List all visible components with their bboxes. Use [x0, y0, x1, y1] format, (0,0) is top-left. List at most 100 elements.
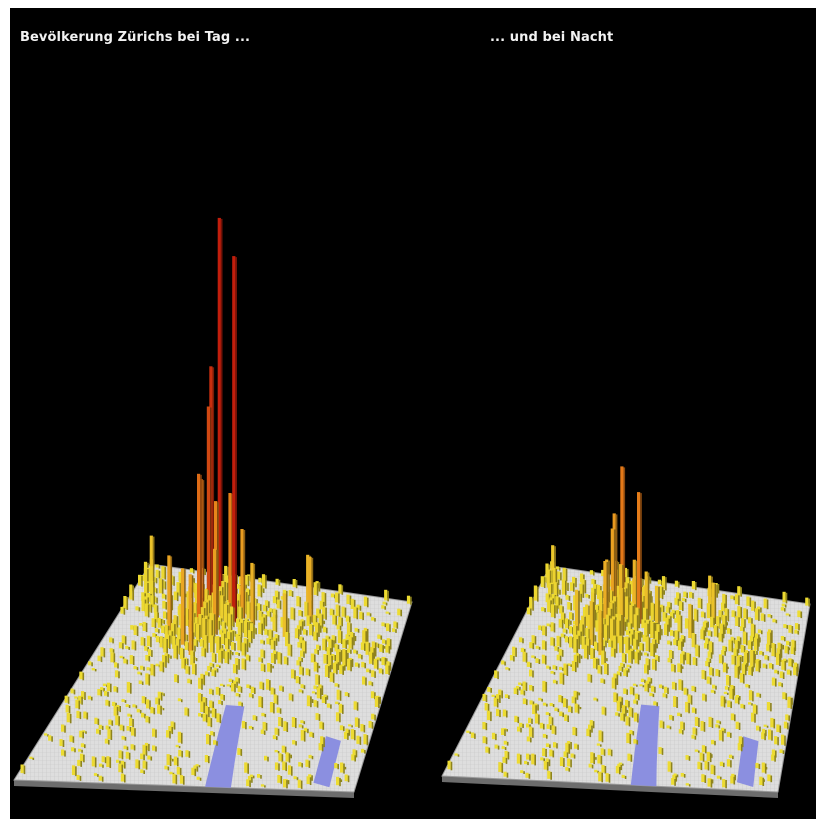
- population-bar: [718, 654, 723, 664]
- population-bar: [542, 680, 546, 692]
- population-bar-side: [318, 665, 321, 669]
- population-bar-side: [192, 632, 195, 642]
- population-bar-side: [727, 609, 730, 622]
- population-bar-side: [358, 718, 360, 728]
- population-bar: [227, 631, 231, 645]
- population-bar: [368, 681, 372, 686]
- population-bar-side: [240, 622, 243, 638]
- population-bar: [502, 709, 506, 717]
- population-bar-side: [641, 632, 643, 638]
- population-bar: [618, 635, 623, 653]
- population-bar: [105, 699, 109, 706]
- population-bar-side: [746, 663, 748, 671]
- population-bar: [755, 659, 759, 672]
- population-bar-side: [656, 643, 658, 649]
- population-bar-side: [211, 620, 214, 644]
- population-bar-side: [91, 662, 93, 667]
- population-bar-side: [193, 569, 195, 574]
- population-bar: [357, 653, 362, 659]
- population-bar-side: [743, 674, 745, 684]
- population-bar-side: [553, 638, 556, 647]
- population-bar: [352, 749, 356, 757]
- population-bar: [692, 727, 696, 735]
- population-bar-side: [601, 772, 603, 783]
- population-bar-side: [714, 690, 716, 694]
- population-bar-side: [704, 775, 707, 783]
- population-bar-side: [316, 583, 319, 596]
- population-bar-side: [306, 630, 308, 636]
- population-bar: [162, 654, 166, 667]
- population-bar: [377, 634, 381, 639]
- population-bar: [167, 555, 171, 634]
- population-bar: [209, 635, 214, 653]
- population-bar-side: [537, 586, 539, 602]
- population-bar-side: [662, 721, 665, 729]
- population-bar-side: [680, 615, 683, 634]
- population-bar-side: [310, 696, 312, 708]
- population-bar: [140, 753, 144, 760]
- population-bar: [193, 765, 197, 771]
- population-bar: [265, 679, 270, 690]
- population-bar-side: [303, 685, 306, 690]
- population-bar-side: [538, 714, 540, 725]
- population-bar: [326, 703, 331, 708]
- population-bar: [146, 699, 150, 709]
- population-bar-side: [647, 653, 649, 657]
- population-bar: [701, 669, 705, 679]
- population-bar: [728, 639, 732, 652]
- population-bar: [345, 728, 349, 735]
- population-bar: [643, 652, 648, 656]
- population-bar-side: [695, 582, 697, 591]
- population-bar-side: [316, 632, 319, 642]
- population-bar-side: [639, 650, 641, 661]
- population-bar: [220, 694, 224, 700]
- population-bar: [107, 728, 111, 739]
- population-bar-side: [632, 731, 635, 736]
- population-bar-side: [364, 643, 366, 651]
- population-bar: [661, 576, 666, 590]
- population-bar-side: [265, 722, 268, 731]
- population-bar: [639, 684, 643, 687]
- population-bar: [633, 739, 637, 744]
- population-bar: [146, 667, 150, 671]
- population-bar-side: [103, 688, 105, 692]
- population-bar: [116, 759, 120, 763]
- population-bar: [520, 770, 524, 773]
- population-bar-side: [236, 681, 238, 688]
- population-bar: [224, 651, 228, 664]
- population-bar: [669, 714, 673, 720]
- population-bar: [545, 743, 550, 747]
- population-bar-side: [145, 622, 148, 632]
- population-bar-side: [710, 604, 712, 620]
- population-bar: [503, 740, 507, 745]
- population-bar-side: [682, 602, 684, 611]
- population-bar: [552, 665, 556, 670]
- population-bar: [276, 707, 280, 713]
- population-bar: [558, 695, 562, 703]
- population-bar: [735, 721, 739, 729]
- population-bar: [734, 696, 738, 704]
- population-bar: [494, 670, 498, 679]
- population-bar: [501, 728, 505, 735]
- population-bar: [275, 578, 279, 585]
- population-bar-side: [534, 754, 536, 766]
- population-bar-side: [738, 722, 741, 730]
- population-bar: [330, 593, 335, 598]
- population-bar-side: [210, 407, 212, 611]
- population-bar-side: [614, 601, 616, 626]
- population-bar: [797, 610, 801, 618]
- population-bar-side: [551, 584, 553, 599]
- population-bar-side: [619, 620, 621, 645]
- population-bar-side: [530, 608, 532, 616]
- population-bar: [245, 654, 249, 661]
- population-bar-side: [559, 636, 562, 648]
- population-bar: [184, 641, 188, 650]
- population-bar-side: [339, 713, 341, 723]
- population-bar: [748, 690, 753, 701]
- population-bar: [616, 671, 620, 676]
- population-bar: [244, 762, 248, 773]
- population-bar-side: [263, 730, 266, 735]
- population-bar-side: [731, 640, 734, 653]
- population-bar-side: [305, 641, 307, 654]
- population-bar-side: [499, 695, 501, 703]
